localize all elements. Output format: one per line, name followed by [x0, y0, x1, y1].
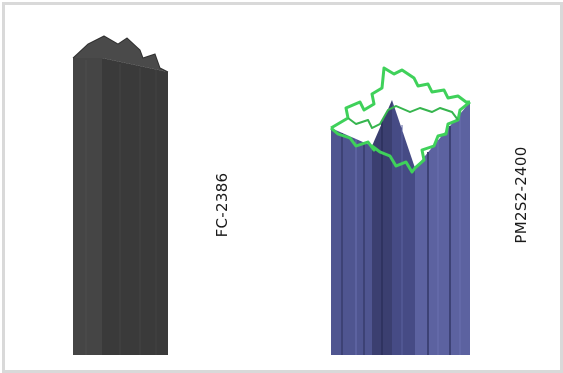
profile-pm2s2-2400-icon	[330, 66, 471, 355]
profile-code-label-pm: PM2S2-2400	[512, 146, 530, 244]
profile-code-label-fc: FC-2386	[213, 172, 231, 238]
profile-fc-2386-icon	[72, 35, 169, 355]
